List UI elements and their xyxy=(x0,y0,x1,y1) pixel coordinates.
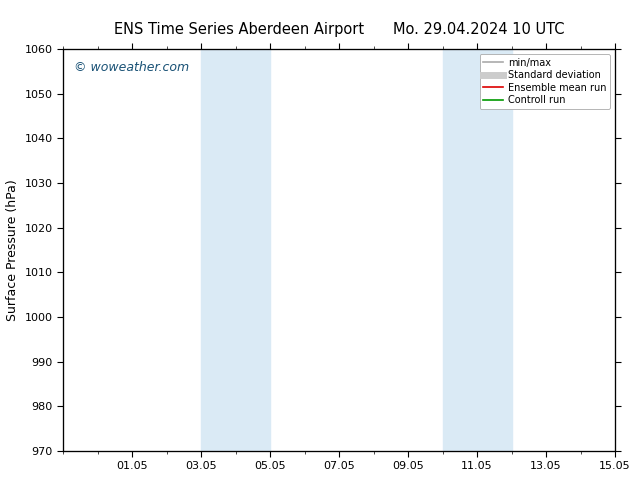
Legend: min/max, Standard deviation, Ensemble mean run, Controll run: min/max, Standard deviation, Ensemble me… xyxy=(479,54,610,109)
Bar xyxy=(443,49,512,451)
Text: © woweather.com: © woweather.com xyxy=(74,61,190,74)
Text: Mo. 29.04.2024 10 UTC: Mo. 29.04.2024 10 UTC xyxy=(393,22,565,37)
Y-axis label: Surface Pressure (hPa): Surface Pressure (hPa) xyxy=(6,179,19,321)
Text: ENS Time Series Aberdeen Airport: ENS Time Series Aberdeen Airport xyxy=(114,22,365,37)
Bar xyxy=(202,49,270,451)
